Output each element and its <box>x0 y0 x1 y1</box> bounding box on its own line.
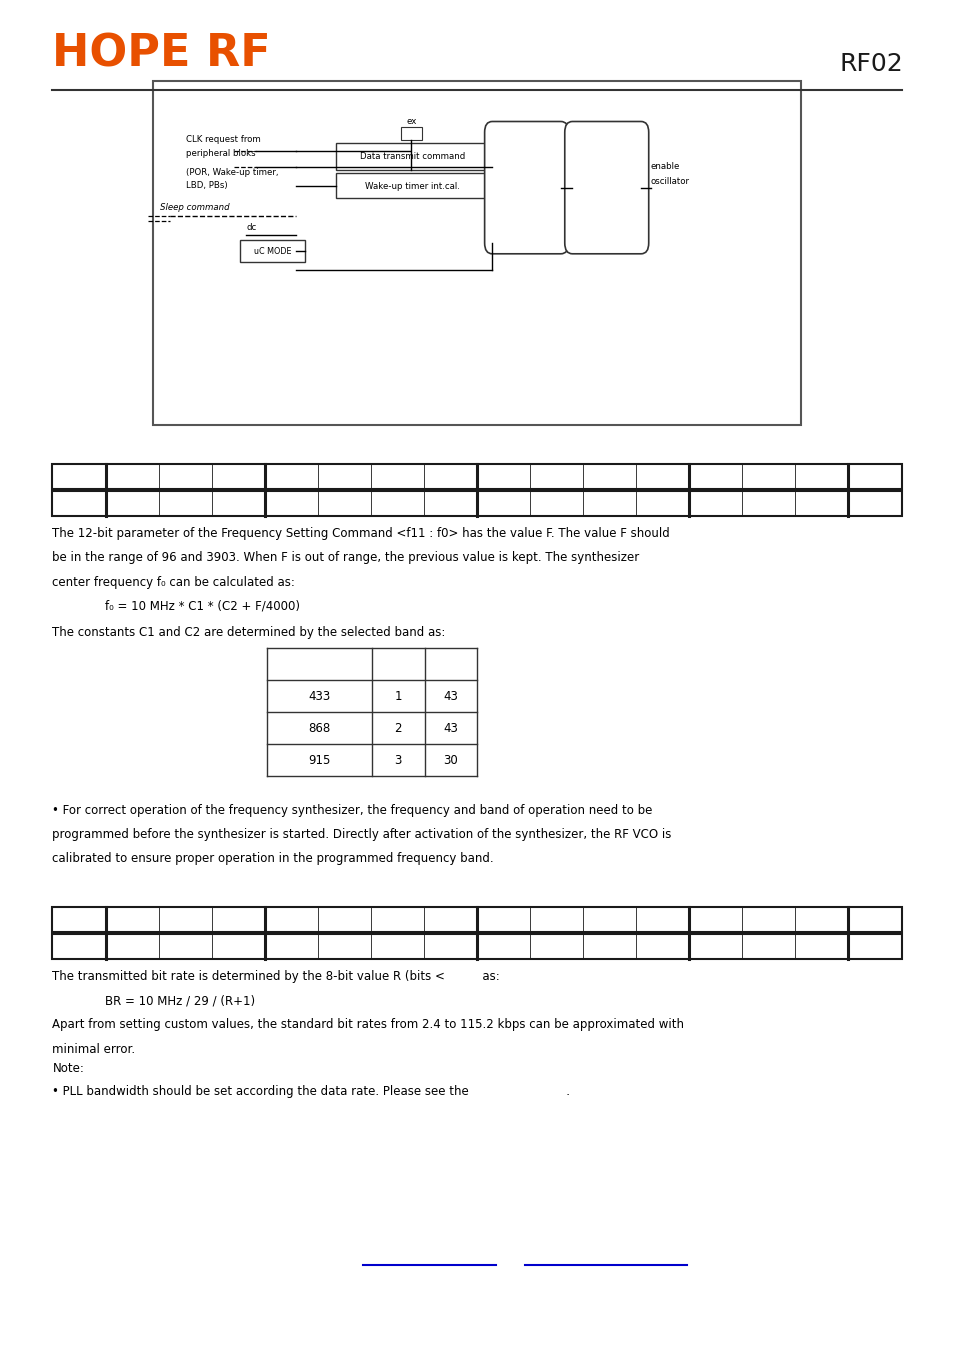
Text: oscillator: oscillator <box>650 177 689 186</box>
Text: be in the range of 96 and 3903. When F is out of range, the previous value is ke: be in the range of 96 and 3903. When F i… <box>52 551 639 564</box>
Text: The 12-bit parameter of the Frequency Setting Command <f11 : f0> has the value F: The 12-bit parameter of the Frequency Se… <box>52 526 670 540</box>
FancyBboxPatch shape <box>335 173 488 198</box>
Text: (POR, Wake-up timer,: (POR, Wake-up timer, <box>186 167 278 177</box>
Text: • For correct operation of the frequency synthesizer, the frequency and band of : • For correct operation of the frequency… <box>52 803 652 817</box>
Text: Data transmit command: Data transmit command <box>359 153 464 161</box>
Text: CLK request from: CLK request from <box>186 135 260 144</box>
Text: uC MODE: uC MODE <box>253 247 292 255</box>
Text: The transmitted bit rate is determined by the 8-bit value R (bits <          as:: The transmitted bit rate is determined b… <box>52 969 499 983</box>
FancyBboxPatch shape <box>335 143 488 170</box>
FancyBboxPatch shape <box>52 464 901 489</box>
Text: enable: enable <box>650 162 679 171</box>
Text: Apart from setting custom values, the standard bit rates from 2.4 to 115.2 kbps : Apart from setting custom values, the st… <box>52 1018 683 1031</box>
Text: peripheral bloks: peripheral bloks <box>186 148 255 158</box>
FancyBboxPatch shape <box>52 907 901 931</box>
Text: 1: 1 <box>395 690 401 702</box>
Text: • PLL bandwidth should be set according the data rate. Please see the           : • PLL bandwidth should be set according … <box>52 1084 570 1098</box>
Text: minimal error.: minimal error. <box>52 1042 135 1056</box>
Text: programmed before the synthesizer is started. Directly after activation of the s: programmed before the synthesizer is sta… <box>52 828 671 841</box>
FancyBboxPatch shape <box>240 240 305 262</box>
Text: LBD, PBs): LBD, PBs) <box>186 181 228 190</box>
FancyBboxPatch shape <box>400 127 421 140</box>
Text: BR = 10 MHz / 29 / (R+1): BR = 10 MHz / 29 / (R+1) <box>105 994 254 1007</box>
FancyBboxPatch shape <box>152 81 801 425</box>
Text: The constants C1 and C2 are determined by the selected band as:: The constants C1 and C2 are determined b… <box>52 625 445 639</box>
Text: 868: 868 <box>308 722 331 734</box>
Text: 433: 433 <box>308 690 331 702</box>
Text: f₀ = 10 MHz * C1 * (C2 + F/4000): f₀ = 10 MHz * C1 * (C2 + F/4000) <box>105 599 299 613</box>
Text: RF02: RF02 <box>839 51 902 76</box>
Text: Sleep command: Sleep command <box>160 202 230 212</box>
FancyBboxPatch shape <box>484 122 568 254</box>
Text: dc: dc <box>246 223 256 232</box>
Text: Note:: Note: <box>52 1061 84 1075</box>
Text: 43: 43 <box>443 722 457 734</box>
Text: calibrated to ensure proper operation in the programmed frequency band.: calibrated to ensure proper operation in… <box>52 852 494 865</box>
Text: 915: 915 <box>308 753 331 767</box>
FancyBboxPatch shape <box>564 122 648 254</box>
Text: 30: 30 <box>443 753 457 767</box>
Text: Wake-up timer int.cal.: Wake-up timer int.cal. <box>364 182 459 190</box>
Text: center frequency f₀ can be calculated as:: center frequency f₀ can be calculated as… <box>52 575 295 589</box>
FancyBboxPatch shape <box>52 491 901 516</box>
Text: 43: 43 <box>443 690 457 702</box>
Text: ex: ex <box>407 116 416 126</box>
Text: 2: 2 <box>395 722 401 734</box>
Text: 3: 3 <box>395 753 401 767</box>
FancyBboxPatch shape <box>52 934 901 958</box>
Text: HOPE RF: HOPE RF <box>52 32 271 76</box>
